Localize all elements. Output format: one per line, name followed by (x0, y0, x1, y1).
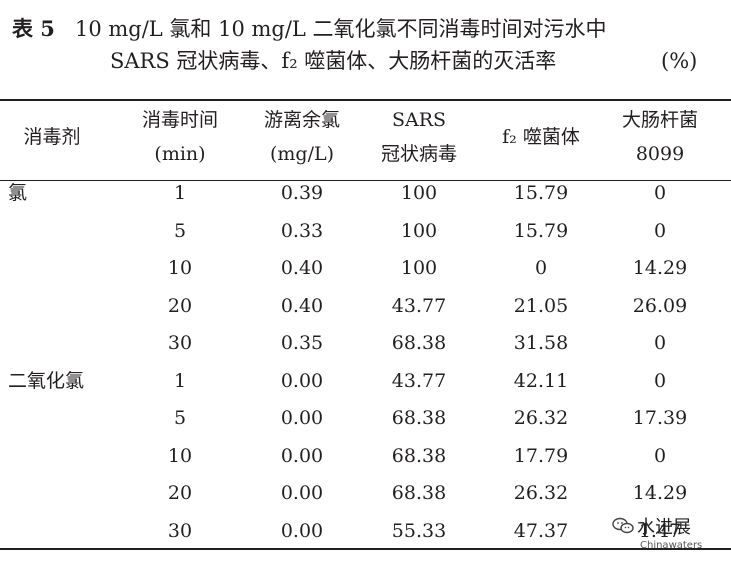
time-cell: 5 (173, 407, 187, 429)
sars-cell: 55.33 (391, 519, 447, 542)
header-col-4-line1: SARS (391, 109, 447, 131)
f2-cell: 17.79 (513, 444, 569, 467)
f2-cell: 26.32 (513, 482, 569, 504)
caption-unit: (%) (661, 49, 698, 73)
chlorine-cell: 0.00 (280, 407, 324, 429)
time-cell: 5 (173, 219, 187, 242)
sars-cell: 43.77 (391, 294, 447, 317)
watermark-text: 水进展 (637, 517, 691, 538)
chlorine-cell: 0.33 (280, 219, 324, 242)
caption-line-2: SARS 冠状病毒、f₂ 噬菌体、大肠杆菌的灭活率 (110, 49, 557, 73)
f2-cell: 15.79 (513, 182, 569, 204)
header-col-3-line2: (mg/L) (269, 143, 335, 165)
f2-cell: 15.79 (513, 219, 569, 242)
time-cell: 30 (167, 519, 193, 542)
chlorine-cell: 0.35 (280, 332, 324, 354)
ecoli-cell: 14.29 (632, 257, 688, 279)
ecoli-cell: 0 (653, 332, 667, 354)
sars-cell: 43.77 (391, 369, 447, 392)
chlorine-cell: 0.00 (280, 482, 324, 504)
chlorine-cell: 0.00 (280, 444, 324, 467)
ecoli-cell: 0 (653, 182, 667, 204)
watermark-subtext: Chinawaters (640, 540, 703, 551)
chlorine-cell: 0.39 (280, 182, 324, 204)
sars-cell: 68.38 (391, 407, 447, 429)
ecoli-cell: 26.09 (632, 294, 688, 317)
chlorine-cell: 0.40 (280, 257, 324, 279)
time-cell: 1 (173, 182, 187, 204)
sars-cell: 68.38 (391, 332, 447, 354)
f2-cell: 31.58 (513, 332, 569, 354)
ecoli-cell: 14.29 (632, 482, 688, 504)
f2-cell: 42.11 (513, 369, 569, 392)
disinfectant-label: 二氧化氯 (8, 369, 85, 392)
sars-cell: 100 (400, 257, 438, 279)
header-col-1-line1: 消毒剂 (23, 126, 81, 148)
table-top-rule (0, 99, 731, 101)
header-col-5-line1: f₂ 噬菌体 (502, 126, 580, 148)
sars-cell: 100 (400, 219, 438, 242)
ecoli-cell: 17.39 (632, 407, 688, 429)
time-cell: 10 (167, 444, 193, 467)
chlorine-cell: 0.00 (280, 519, 324, 542)
f2-cell: 21.05 (513, 294, 569, 317)
header-col-2-line2: (min) (154, 143, 206, 165)
sars-cell: 68.38 (391, 444, 447, 467)
f2-cell: 26.32 (513, 407, 569, 429)
header-col-6-line2: 8099 (635, 143, 685, 165)
caption-line-1: 表 5 10 mg/L 氯和 10 mg/L 二氧化氯不同消毒时间对污水中 (12, 14, 607, 44)
sars-cell: 100 (400, 182, 438, 204)
time-cell: 1 (173, 369, 187, 392)
table-number: 表 5 (12, 16, 55, 41)
wechat-icon (612, 517, 634, 534)
watermark: 水进展 (612, 513, 691, 539)
table-bottom-rule (0, 548, 731, 550)
header-col-2-line1: 消毒时间 (141, 109, 218, 131)
header-col-6-line1: 大肠杆菌 (621, 109, 698, 131)
header-col-3-line1: 游离余氯 (263, 109, 340, 131)
ecoli-cell: 0 (653, 444, 667, 467)
f2-cell: 47.37 (513, 519, 569, 542)
table-header-rule (0, 180, 731, 181)
sars-cell: 68.38 (391, 482, 447, 504)
f2-cell: 0 (534, 257, 548, 279)
caption-text-1: 10 mg/L 氯和 10 mg/L 二氧化氯不同消毒时间对污水中 (74, 17, 607, 41)
time-cell: 20 (167, 294, 193, 317)
time-cell: 10 (167, 257, 193, 279)
chlorine-cell: 0.00 (280, 369, 324, 392)
time-cell: 30 (167, 332, 193, 354)
disinfectant-label: 氯 (8, 182, 28, 204)
ecoli-cell: 1.47 (638, 519, 682, 542)
header-col-4-line2: 冠状病毒 (380, 143, 457, 165)
ecoli-cell: 0 (653, 219, 667, 242)
chlorine-cell: 0.40 (280, 294, 324, 317)
time-cell: 20 (167, 482, 193, 504)
ecoli-cell: 0 (653, 369, 667, 392)
